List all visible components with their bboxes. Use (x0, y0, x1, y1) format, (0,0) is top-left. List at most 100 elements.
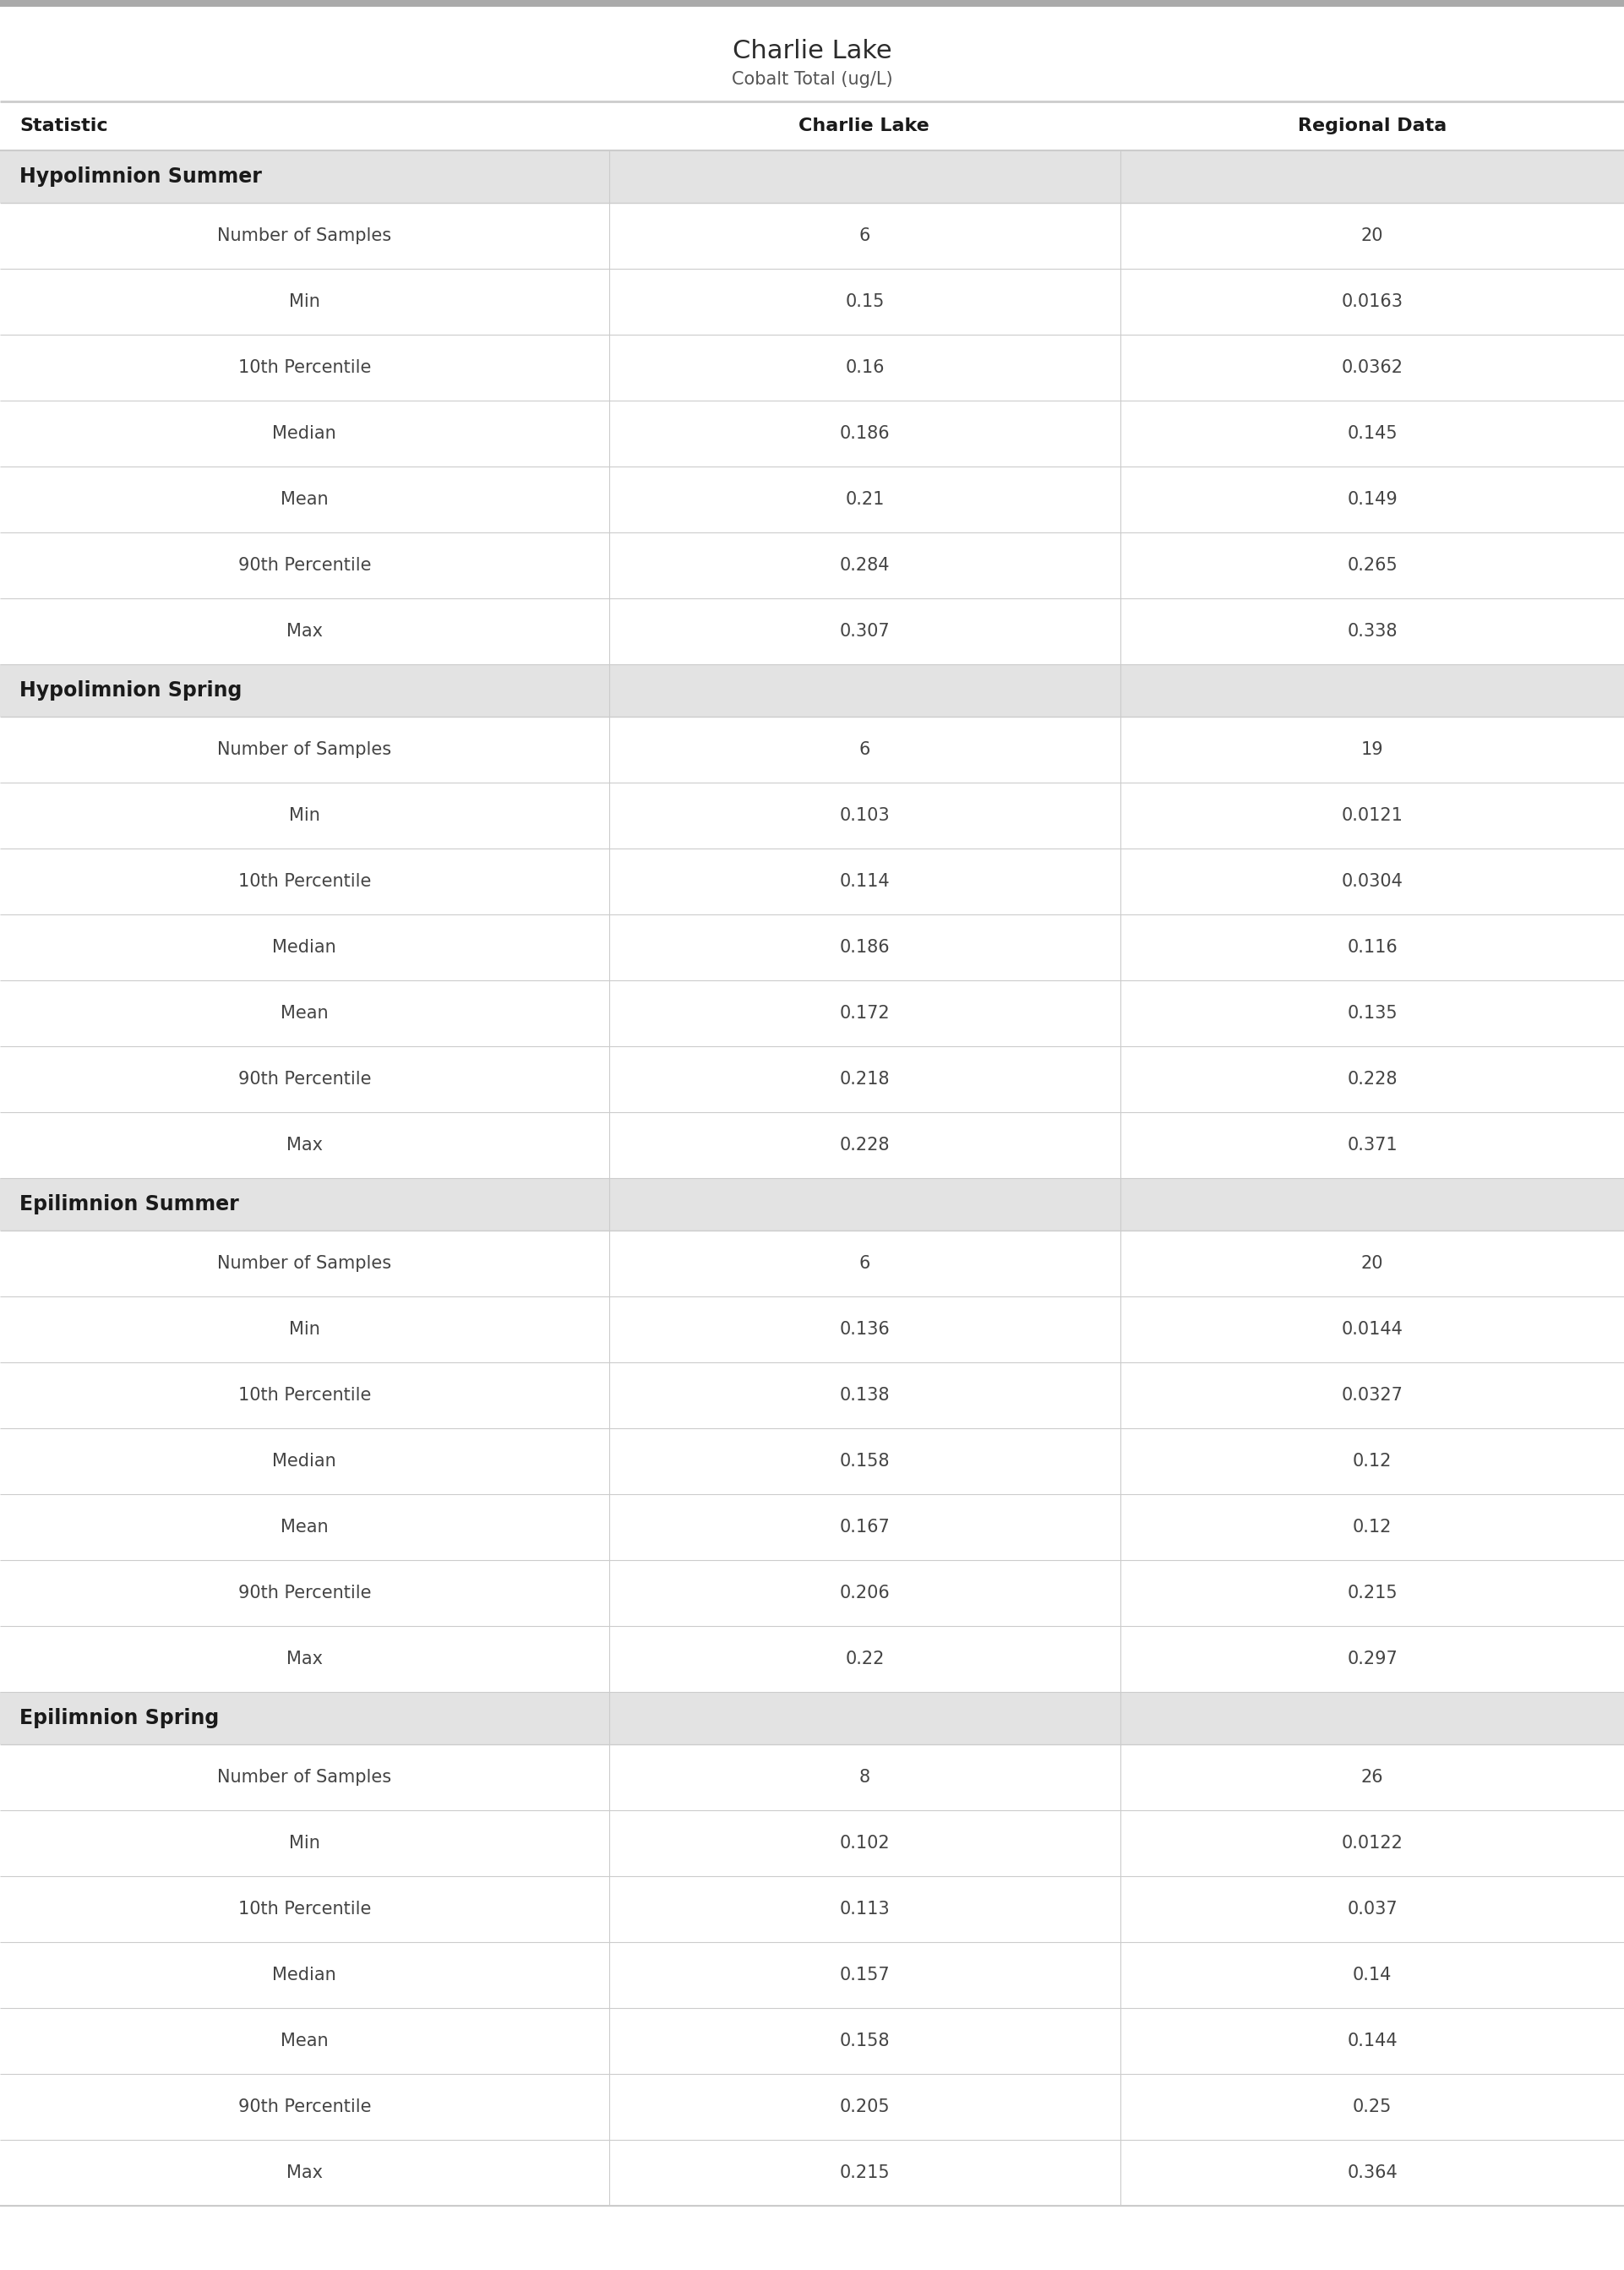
Text: 0.206: 0.206 (840, 1584, 890, 1603)
Text: 0.103: 0.103 (840, 808, 890, 824)
Text: 20: 20 (1361, 1255, 1384, 1271)
Text: 0.16: 0.16 (844, 359, 885, 377)
Text: Min: Min (289, 293, 320, 311)
Text: Mean: Mean (281, 2032, 328, 2050)
Text: 0.14: 0.14 (1353, 1966, 1392, 1984)
Text: 0.0122: 0.0122 (1341, 1834, 1403, 1852)
Text: 90th Percentile: 90th Percentile (239, 1584, 370, 1603)
Text: 0.116: 0.116 (1346, 940, 1398, 956)
Bar (0, 783, 1624, 849)
Text: Mean: Mean (281, 1519, 328, 1535)
Text: 19: 19 (1361, 742, 1384, 758)
Text: Number of Samples: Number of Samples (218, 742, 391, 758)
Text: Median: Median (273, 424, 336, 443)
Bar (0, 1178, 1624, 1230)
Text: 0.371: 0.371 (1346, 1137, 1398, 1153)
Text: 0.265: 0.265 (1346, 556, 1398, 574)
Text: 0.0144: 0.0144 (1341, 1321, 1403, 1337)
Text: Median: Median (273, 940, 336, 956)
Text: 0.149: 0.149 (1346, 490, 1398, 508)
Text: 10th Percentile: 10th Percentile (239, 1387, 370, 1403)
Text: Epilimnion Spring: Epilimnion Spring (19, 1707, 219, 1727)
Text: Min: Min (289, 1834, 320, 1852)
Bar (0, 1428, 1624, 1494)
Bar (0, 1625, 1624, 1691)
Text: 0.0304: 0.0304 (1341, 874, 1403, 890)
Text: Charlie Lake: Charlie Lake (732, 39, 892, 64)
Text: Max: Max (286, 622, 323, 640)
Text: 0.364: 0.364 (1346, 2163, 1398, 2181)
Text: 0.15: 0.15 (844, 293, 885, 311)
Text: 0.0163: 0.0163 (1341, 293, 1403, 311)
Bar (0, 1743, 1624, 1809)
Text: Number of Samples: Number of Samples (218, 227, 391, 245)
Text: 0.102: 0.102 (840, 1834, 890, 1852)
Text: Min: Min (289, 1321, 320, 1337)
Text: 0.0121: 0.0121 (1341, 808, 1403, 824)
Text: 0.338: 0.338 (1348, 622, 1397, 640)
Text: 0.144: 0.144 (1346, 2032, 1398, 2050)
Text: 0.037: 0.037 (1346, 1900, 1398, 1918)
Bar (0, 102, 1624, 150)
Bar (0, 1046, 1624, 1112)
Text: 0.228: 0.228 (840, 1137, 890, 1153)
Text: Regional Data: Regional Data (1298, 118, 1447, 134)
Text: Max: Max (286, 1137, 323, 1153)
Bar (0, 915, 1624, 981)
Bar (0, 2075, 1624, 2141)
Text: Mean: Mean (281, 1006, 328, 1021)
Text: 0.114: 0.114 (840, 874, 890, 890)
Text: 90th Percentile: 90th Percentile (239, 556, 370, 574)
Text: 0.228: 0.228 (1348, 1071, 1397, 1087)
Bar (0, 1877, 1624, 1943)
Bar (0, 981, 1624, 1046)
Bar (0, 0, 1624, 7)
Text: 0.186: 0.186 (840, 940, 890, 956)
Bar (0, 1691, 1624, 1743)
Text: 0.218: 0.218 (840, 1071, 890, 1087)
Text: Hypolimnion Spring: Hypolimnion Spring (19, 681, 242, 701)
Bar (0, 150, 1624, 202)
Text: 10th Percentile: 10th Percentile (239, 1900, 370, 1918)
Bar (0, 334, 1624, 400)
Text: 10th Percentile: 10th Percentile (239, 359, 370, 377)
Text: 0.138: 0.138 (840, 1387, 890, 1403)
Text: 0.12: 0.12 (1353, 1453, 1392, 1469)
Bar (0, 1943, 1624, 2009)
Text: 20: 20 (1361, 227, 1384, 245)
Text: 0.215: 0.215 (840, 2163, 890, 2181)
Text: 0.22: 0.22 (844, 1650, 885, 1668)
Text: 0.186: 0.186 (840, 424, 890, 443)
Text: 0.136: 0.136 (840, 1321, 890, 1337)
Text: 0.172: 0.172 (840, 1006, 890, 1021)
Text: 0.307: 0.307 (840, 622, 890, 640)
Bar (0, 717, 1624, 783)
Bar (0, 1230, 1624, 1296)
Bar (0, 1559, 1624, 1625)
Text: 0.157: 0.157 (840, 1966, 890, 1984)
Text: 0.0362: 0.0362 (1341, 359, 1403, 377)
Bar (0, 468, 1624, 533)
Bar (0, 533, 1624, 599)
Text: 90th Percentile: 90th Percentile (239, 2097, 370, 2116)
Text: Number of Samples: Number of Samples (218, 1768, 391, 1786)
Bar (0, 665, 1624, 717)
Text: 0.284: 0.284 (840, 556, 890, 574)
Text: 0.21: 0.21 (844, 490, 885, 508)
Text: Median: Median (273, 1453, 336, 1469)
Bar (0, 1112, 1624, 1178)
Text: Min: Min (289, 808, 320, 824)
Text: 0.297: 0.297 (1346, 1650, 1398, 1668)
Text: 90th Percentile: 90th Percentile (239, 1071, 370, 1087)
Text: 6: 6 (859, 1255, 870, 1271)
Bar (0, 849, 1624, 915)
Bar (0, 2009, 1624, 2075)
Text: Epilimnion Summer: Epilimnion Summer (19, 1194, 239, 1214)
Bar (0, 202, 1624, 268)
Text: 0.135: 0.135 (1346, 1006, 1398, 1021)
Bar (0, 400, 1624, 468)
Text: 0.205: 0.205 (840, 2097, 890, 2116)
Text: 0.0327: 0.0327 (1341, 1387, 1403, 1403)
Bar (0, 1809, 1624, 1877)
Text: Max: Max (286, 2163, 323, 2181)
